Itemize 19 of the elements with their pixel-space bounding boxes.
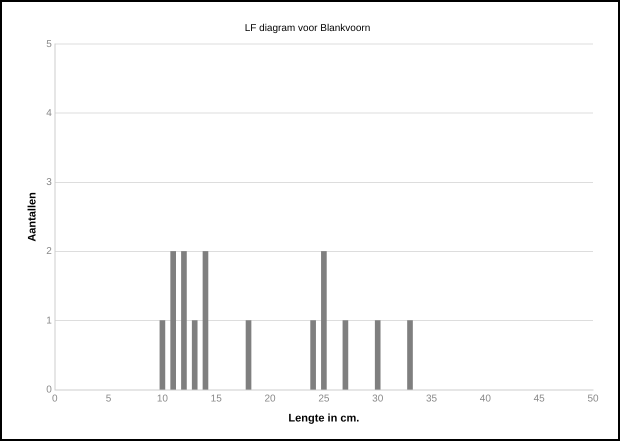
y-tick-label: 1 (46, 315, 52, 326)
x-tick-label: 25 (318, 394, 330, 405)
x-tick-label: 45 (534, 394, 546, 405)
y-tick-label: 2 (46, 246, 52, 258)
x-tick-label: 30 (372, 394, 384, 405)
x-axis-title: Lengte in cm. (288, 412, 360, 424)
x-tick-label: 35 (426, 394, 438, 405)
x-tick-label: 40 (480, 394, 492, 405)
chart-title: LF diagram voor Blankvoorn (244, 22, 370, 34)
x-tick-label: 20 (264, 394, 276, 405)
y-tick-label: 3 (46, 177, 52, 188)
x-tick-label: 5 (106, 394, 112, 405)
y-axis-title: Aantallen (26, 192, 39, 242)
x-tick-label: 15 (210, 394, 222, 405)
y-tick-label: 4 (46, 108, 52, 119)
y-tick-label: 5 (46, 38, 52, 50)
x-tick-label: 10 (156, 394, 168, 405)
x-tick-label: 50 (587, 394, 599, 405)
y-tick-label: 0 (46, 384, 52, 396)
